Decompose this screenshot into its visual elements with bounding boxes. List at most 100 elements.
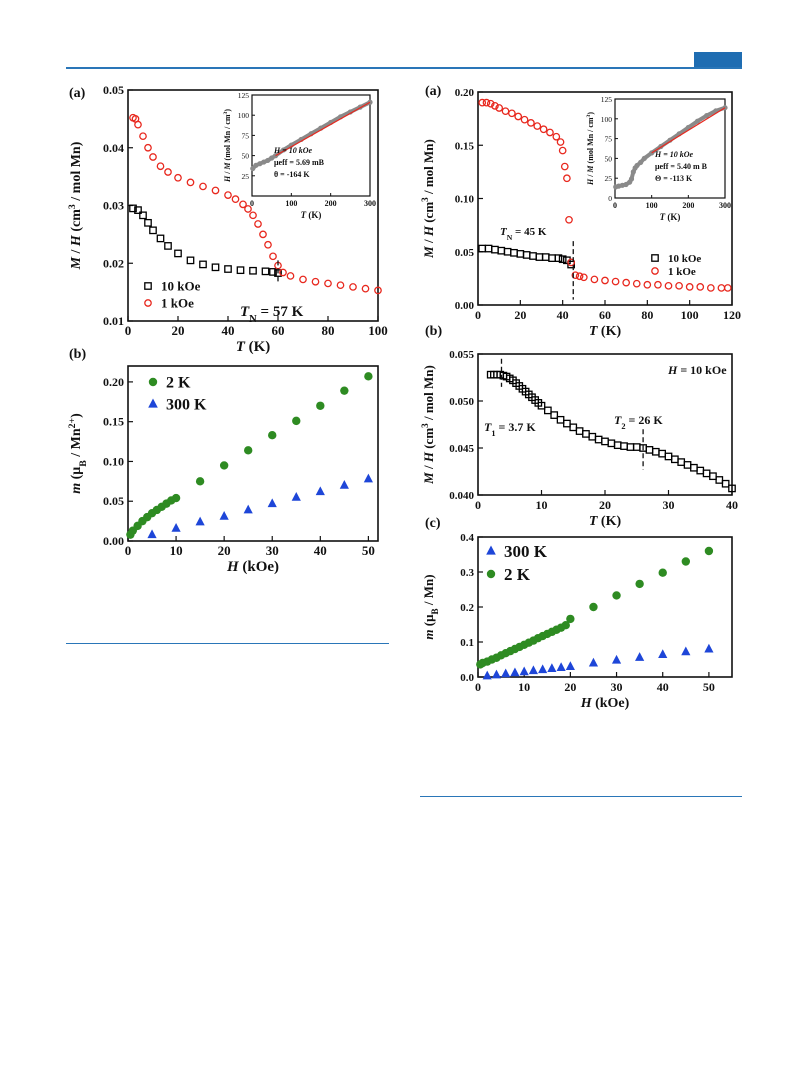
x-tick-label: 20 xyxy=(172,323,185,338)
data-point-10-koe xyxy=(721,479,730,488)
data-point-300-k xyxy=(243,504,253,514)
label-part: ) xyxy=(586,112,595,115)
label-part: 3 xyxy=(67,204,78,209)
inset-annotation: H = 10 kOe xyxy=(273,146,313,155)
plot-frame xyxy=(127,365,379,542)
data-point-2-k xyxy=(219,461,229,470)
data-point-1-koe xyxy=(567,258,575,267)
inset-x-tick-label: 100 xyxy=(646,201,658,210)
label-part: T xyxy=(614,413,622,427)
data-point-1-koe xyxy=(279,268,287,277)
data-point-10-koe xyxy=(728,484,736,493)
label-part: = 57 K xyxy=(257,304,304,320)
label-part: H xyxy=(69,234,84,247)
label-part: 3 xyxy=(420,197,430,202)
x-tick-label: 50 xyxy=(362,543,375,558)
chart-annotation: H = 10 kOe xyxy=(667,363,727,377)
y-tick-label: 0.02 xyxy=(103,256,124,270)
data-point-1-koe xyxy=(491,101,499,110)
label-part: (K) xyxy=(597,514,621,529)
data-point-10-koe xyxy=(626,443,635,451)
label-part: M xyxy=(223,162,232,171)
data-point-10-koe xyxy=(535,253,544,261)
label-part: H xyxy=(586,178,595,186)
x-tick-label: 80 xyxy=(641,308,653,322)
inset-x-tick-label: 0 xyxy=(250,199,254,208)
data-point-10-koe xyxy=(683,461,692,469)
data-point-1-koe xyxy=(527,119,535,127)
label-part: N xyxy=(507,233,513,242)
legend-marker xyxy=(486,569,496,579)
y-tick-label: 0.01 xyxy=(103,314,124,328)
data-point-10-koe xyxy=(582,430,590,438)
label-part: H xyxy=(580,696,593,711)
inset-fit-line xyxy=(651,107,726,154)
data-point-10-koe xyxy=(544,406,552,415)
data-point-1-koe xyxy=(156,162,165,171)
data-point-1-koe xyxy=(482,98,491,107)
page-header-accent xyxy=(694,52,742,67)
right-a-inset: 0 100 200 300 0 25 50 75 100 125 T (K) H / M (mol M… xyxy=(586,95,731,222)
x-axis-label: T (K) xyxy=(589,514,622,529)
chart-right-a: (a) 0 20 40 60 80 100 120 0.00 0.05 0.10 0.15 0.20 T … xyxy=(420,84,741,339)
chart-right-c: (c) 0 10 20 30 40 50 0.0 0.1 0.2 0.3 0.4 H (kOe) m (μ… xyxy=(421,516,733,711)
data-point-10-koe xyxy=(537,401,546,410)
y-axis-label: m (μB / Mn2+) xyxy=(67,413,89,494)
inset-x-tick-label: 100 xyxy=(285,199,297,208)
data-point-300-k xyxy=(519,666,529,676)
legend-marker xyxy=(148,377,158,387)
data-point-300-k xyxy=(339,480,349,489)
inset-y-tick-label: 125 xyxy=(238,91,250,100)
legend-marker xyxy=(144,282,152,290)
label-part: (cm xyxy=(421,428,436,452)
legend-label: 10 kOe xyxy=(668,253,701,265)
panel-label: (b) xyxy=(69,347,86,362)
inset-y-tick-label: 125 xyxy=(601,95,613,104)
data-point-1-koe xyxy=(590,275,599,284)
data-point-300-k xyxy=(315,486,325,496)
data-point-2-k xyxy=(243,446,253,455)
label-part: (μ xyxy=(69,467,84,483)
data-point-2-k xyxy=(561,621,570,630)
data-point-1-koe xyxy=(501,107,510,116)
data-point-10-koe xyxy=(249,266,257,275)
data-point-10-koe xyxy=(269,268,277,276)
data-point-2-k xyxy=(612,591,621,600)
data-point-300-k xyxy=(538,664,548,674)
data-point-10-koe xyxy=(497,246,506,255)
inset-y-axis-label: H / M (mol Mn / cm3) xyxy=(586,112,595,186)
label-part: / xyxy=(69,246,84,257)
x-tick-label: 0 xyxy=(125,323,132,338)
inset-y-tick-label: 25 xyxy=(242,172,250,181)
data-point-10-koe xyxy=(601,437,609,446)
label-part: T xyxy=(589,324,599,339)
label-part: = 26 K xyxy=(626,413,664,427)
data-point-10-koe xyxy=(478,244,487,253)
data-point-1-koe xyxy=(311,277,320,286)
data-point-10-koe xyxy=(484,244,493,253)
label-part: N xyxy=(249,314,257,325)
data-point-2-k xyxy=(635,579,644,589)
y-tick-label: 0.4 xyxy=(460,532,474,544)
inset-y-axis-label: H / M (mol Mn / cm3) xyxy=(223,109,232,183)
label-part: T xyxy=(301,210,307,220)
data-point-300-k xyxy=(363,473,373,483)
data-point-1-koe xyxy=(685,283,694,291)
x-tick-label: 40 xyxy=(314,543,327,558)
y-tick-label: 0.05 xyxy=(103,494,124,508)
data-point-1-koe xyxy=(675,281,683,290)
data-point-10-koe xyxy=(503,247,512,256)
panel-label: (b) xyxy=(425,324,442,339)
inset-y-tick-label: 75 xyxy=(242,131,250,140)
data-point-1-koe xyxy=(164,168,172,176)
inset-annotation: H = 10 kOe xyxy=(654,150,694,159)
data-point-10-koe xyxy=(554,254,563,262)
legend-label: 300 K xyxy=(504,542,548,561)
data-point-1-koe xyxy=(495,104,504,112)
data-point-1-koe xyxy=(299,275,307,284)
label-part: (kOe) xyxy=(592,696,630,711)
label-part: / xyxy=(421,462,436,472)
data-point-2-k xyxy=(658,568,667,577)
chart-annotation: TN = 57 K xyxy=(240,304,304,325)
